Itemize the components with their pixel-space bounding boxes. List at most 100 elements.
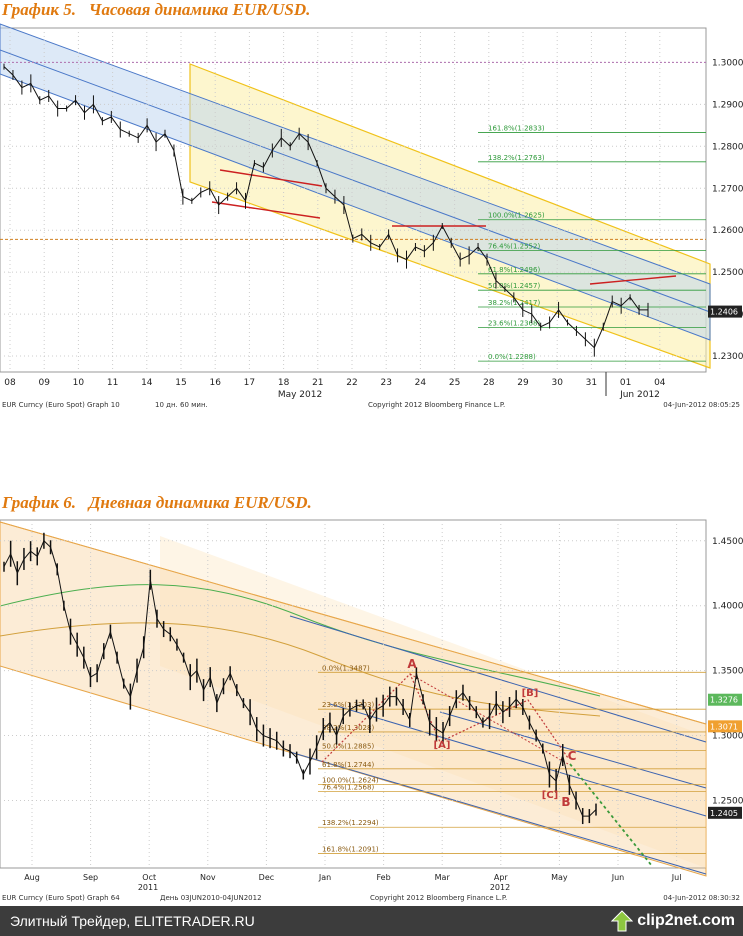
chart6-blue-line [439, 711, 707, 789]
chart6-x-tick-label: Jun [611, 873, 625, 882]
chart5-x-tick-label: 29 [517, 378, 529, 388]
chart5-x-tick-label: 15 [175, 378, 186, 388]
chart5-fib-label: 76.4%(1.2552) [488, 242, 540, 250]
chart5-footer-left: EUR Curncy (Euro Spot) Graph 10 [2, 401, 120, 409]
chart5-fib-label: 100.0%(1.2625) [488, 212, 545, 220]
chart5-x-tick-label: 04 [654, 378, 666, 388]
clip2net-label: clip2net.com [637, 912, 735, 929]
chart5-y-tick-label: 1.2600 [712, 226, 743, 236]
chart6-wave-label: [A] [434, 740, 451, 751]
chart5-red-line [589, 275, 677, 285]
chart6-blue-line [329, 703, 707, 817]
chart6-orange-upper [0, 521, 707, 725]
chart6-x-tick-label: May [551, 873, 568, 882]
clip2net-logo[interactable]: clip2net.com [611, 909, 735, 933]
chart6-y-tick-label: 1.3500 [712, 667, 743, 677]
chart6-wave-label: A [407, 657, 417, 671]
chart5-x-tick-label: 31 [586, 378, 597, 388]
chart6-wave-label: [C] [542, 790, 558, 801]
chart5-x-tick-label: 08 [4, 378, 16, 388]
chart5-footer-mid: 10 дн. 60 мин. [155, 401, 208, 409]
chart6-x-tick-label: Oct [142, 873, 156, 882]
chart5-blue-channel [0, 23, 711, 341]
chart6-green-forecast [569, 763, 653, 867]
chart6-y-tick-label: 1.2500 [712, 796, 743, 806]
chart5-fib-label: 138.2%(1.2763) [488, 154, 545, 162]
chart5-x-tick-label: 16 [209, 378, 221, 388]
chart6-fib-label: 38.2%(1.3028) [322, 724, 374, 732]
chart6-plot-area [0, 519, 707, 869]
chart5-title: График 5. Часовая динамика EUR/USD. [2, 0, 311, 19]
chart5-x-tick-label: 11 [107, 378, 118, 388]
chart6-wave-label: B [561, 795, 570, 809]
chart6: Aug Sep Oct Nov Dec Jan Feb Mar Apr May Jun Jul 2011… [0, 516, 743, 904]
chart6-year-label: 2011 [138, 883, 158, 892]
chart5-fib-label: 61.8%(1.2496) [488, 266, 540, 274]
chart6-wave-label: C [568, 749, 577, 763]
chart5-y-tick-label: 1.2500 [712, 268, 743, 278]
chart5-fib-label: 0.0%(1.2288) [488, 353, 536, 361]
chart6-fib-label: 138.2%(1.2294) [322, 819, 379, 827]
chart5-y-tick-label: 1.3000 [712, 58, 743, 68]
chart6-price-badge [708, 720, 742, 733]
chart5-period-label: May 2012 [278, 390, 322, 400]
chart6-price-badge [708, 806, 742, 819]
chart6-x-tick-label: Dec [259, 873, 274, 882]
chart6-y-tick-label: 1.3000 [712, 732, 743, 742]
chart5-x-tick-label: 18 [278, 378, 290, 388]
chart5-y-tick-label: 1.2700 [712, 184, 743, 194]
chart5-red-line [211, 201, 321, 219]
chart6-price-badge [708, 693, 742, 706]
chart6-fib-label: 100.0%(1.2624) [322, 776, 379, 784]
chart6-x-tick-label: Sep [83, 873, 98, 882]
chart5-y-tick-label: 1.2300 [712, 352, 743, 362]
chart6-footer-mid: День 03JUN2010-04JUN2012 [160, 894, 262, 902]
chart5-fib-label: 23.6%(1.2368) [488, 320, 540, 328]
chart6-wave-label: [B] [522, 688, 539, 699]
chart5-red-line [219, 169, 323, 187]
chart5-price-label: 1.2406 [710, 308, 738, 317]
chart6-x-tick-label: Jul [671, 873, 682, 882]
chart5-x-tick-label: 17 [244, 378, 255, 388]
chart5-y-tick-label: 1.2900 [712, 100, 743, 110]
chart5-fib-label: 50.0%(1.2457) [488, 282, 540, 290]
chart5-x-tick-label: 25 [449, 378, 460, 388]
chart5-x-tick-label: 21 [312, 378, 323, 388]
chart5-footer-right: 04-Jun-2012 08:05:25 [663, 401, 740, 409]
chart6-fib-label: 161.8%(1.2091) [322, 846, 379, 854]
chart6-title: График 6. Дневная динамика EUR/USD. [2, 493, 312, 512]
footer-site-text: Элитный Трейдер, ELITETRADER.RU [10, 913, 255, 929]
chart6-footer-copyright: Copyright 2012 Bloomberg Finance L.P. [370, 894, 507, 902]
chart5-fib-label: 161.8%(1.2833) [488, 124, 545, 132]
chart6-fib-label: 50.0%(1.2885) [322, 742, 374, 750]
chart6-fib-label: 23.6%(1.3203) [322, 701, 374, 709]
chart6-fib-label: 0.0%(1.3487) [322, 664, 370, 672]
chart5-x-tick-label: 09 [38, 378, 50, 388]
chart5-x-tick-label: 23 [380, 378, 391, 388]
chart6-price-label: 1.3276 [710, 696, 738, 705]
chart6-x-tick-label: Jan [318, 873, 331, 882]
chart6-x-tick-label: Feb [377, 873, 391, 882]
chart6-price-label: 1.3071 [710, 722, 738, 731]
chart6-x-tick-label: Mar [435, 873, 451, 882]
chart5-x-tick-label: 01 [620, 378, 631, 388]
chart5-x-tick-label: 30 [551, 378, 563, 388]
chart5-x-tick-label: 28 [483, 378, 495, 388]
chart5-x-tick-label: 22 [346, 378, 357, 388]
chart5: 08 09 10 11 14 15 16 17 18 21 22 23 24 25 28 29 30 31 01 04… [0, 22, 743, 416]
chart5-x-tick-label: 14 [141, 378, 153, 388]
chart5-x-tick-label: 10 [73, 378, 85, 388]
chart5-price-badge [708, 305, 742, 318]
chart5-fib-label: 38.2%(1.2417) [488, 299, 540, 307]
chart6-x-tick-label: Apr [494, 873, 509, 882]
chart6-x-tick-label: Nov [200, 873, 216, 882]
chart5-y-tick-label: 1.2800 [712, 142, 743, 152]
chart6-price-line [3, 539, 597, 817]
chart6-fib-label: 76.4%(1.2568) [322, 784, 374, 792]
clip2net-icon [611, 910, 634, 932]
chart6-blue-line [289, 615, 707, 743]
chart6-fib-label: 61.8%(1.2744) [322, 761, 374, 769]
chart5-period-label: Jun 2012 [619, 390, 660, 400]
chart6-footer-right: 04-Jun-2012 08:30:32 [663, 894, 740, 902]
chart6-footer-left: EUR Curncy (Euro Spot) Graph 64 [2, 894, 120, 902]
